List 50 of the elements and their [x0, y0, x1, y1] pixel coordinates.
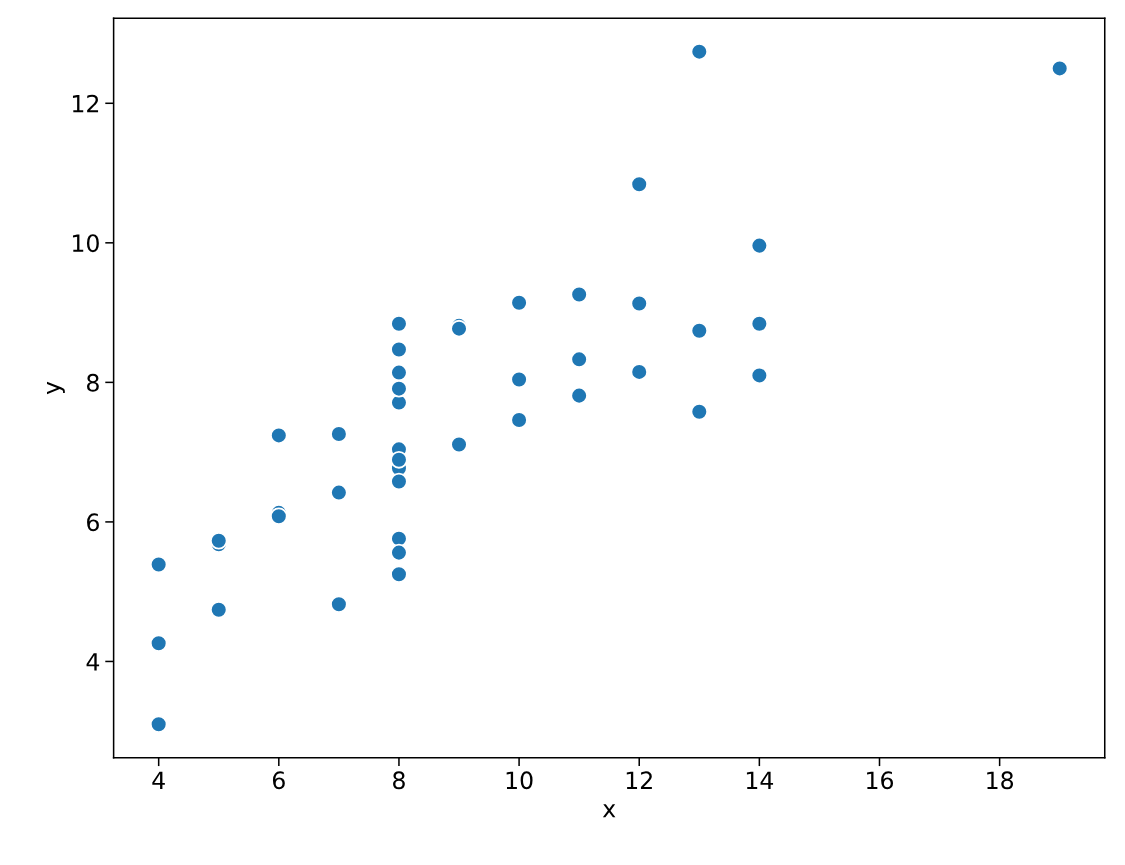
point [630, 294, 649, 313]
x-tick-label: 12 [626, 771, 652, 789]
point [390, 450, 408, 469]
point [209, 531, 228, 550]
point [390, 363, 408, 382]
point [390, 379, 408, 398]
x-axis-title: x [602, 804, 616, 818]
point [330, 595, 348, 614]
point [510, 411, 528, 429]
point [690, 42, 709, 61]
point [390, 543, 408, 562]
point [1050, 59, 1069, 78]
point [570, 285, 588, 304]
point [149, 634, 168, 653]
point [390, 314, 408, 333]
point [390, 340, 408, 359]
point [330, 425, 348, 443]
y-tick-label: 6 [87, 513, 99, 532]
point [390, 472, 408, 491]
point [510, 294, 528, 312]
point [390, 565, 408, 584]
point [510, 370, 528, 389]
point [450, 435, 468, 454]
point [750, 314, 769, 333]
point [750, 366, 769, 385]
x-tick-label: 8 [393, 771, 405, 790]
x-tick-label: 6 [272, 771, 285, 790]
y-tick-label: 12 [72, 94, 99, 113]
point [630, 363, 649, 381]
point [209, 601, 228, 619]
y-tick-label: 10 [72, 234, 99, 253]
y-tick-label: 4 [86, 653, 100, 671]
x-tick-label: 10 [506, 771, 533, 790]
point [690, 321, 709, 340]
x-tick-label: 4 [152, 771, 165, 789]
point [570, 386, 588, 405]
point [330, 483, 348, 502]
point [269, 507, 288, 526]
x-tick-label: 14 [746, 771, 774, 789]
point [149, 555, 168, 574]
point [570, 350, 588, 369]
point [690, 402, 709, 421]
x-tick-label: 18 [987, 771, 1014, 790]
point [269, 426, 288, 445]
y-tick-label: 8 [87, 373, 99, 392]
x-tick-label: 16 [867, 771, 894, 790]
point [149, 715, 168, 734]
point [750, 236, 769, 255]
y-axis-title: y [47, 381, 65, 395]
point [630, 175, 649, 194]
